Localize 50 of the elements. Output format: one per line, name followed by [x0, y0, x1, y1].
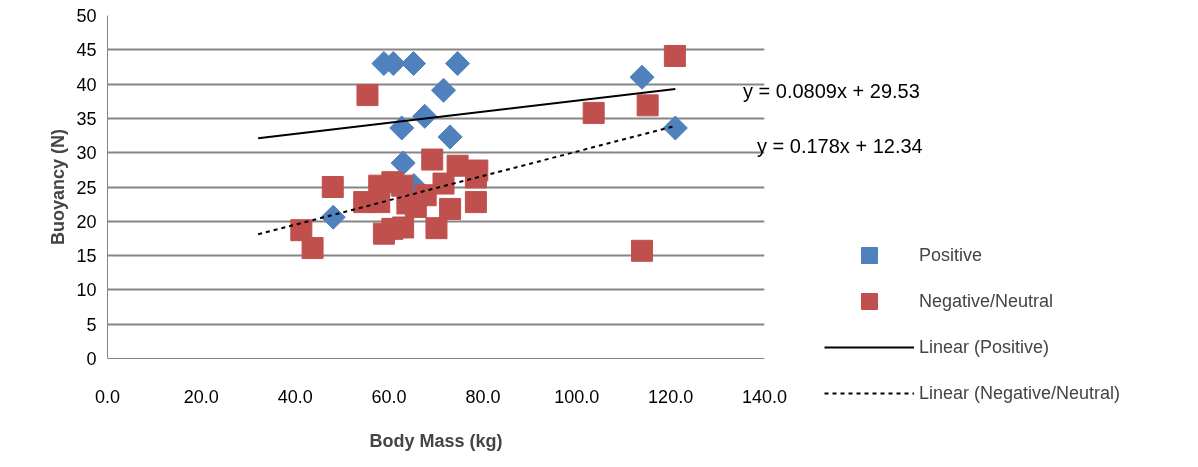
point: [425, 217, 448, 240]
y-tick-label: 50: [76, 6, 97, 26]
point: [400, 51, 426, 77]
y-tick-label: 45: [76, 40, 97, 61]
point: [582, 101, 605, 124]
y-tick-label: 15: [76, 246, 97, 267]
legend-label: Linear (Positive): [919, 336, 1050, 358]
y-tick-label: 10: [76, 280, 97, 301]
point: [663, 44, 686, 67]
x-tick-label: 100.0: [554, 386, 600, 407]
point: [445, 51, 471, 77]
x-tick-label: 0.0: [94, 386, 121, 407]
x-tick-label: 20.0: [183, 386, 219, 407]
legend-label: Linear (Negative/Neutral): [919, 382, 1121, 404]
x-tick-label: 40.0: [277, 386, 313, 407]
point: [421, 148, 444, 171]
legend-label: Negative/Neutral: [919, 290, 1054, 312]
y-axis-title: Buoyancy (N): [48, 128, 69, 246]
x-tick-label: 60.0: [371, 386, 407, 407]
point: [301, 237, 324, 260]
y-tick-label: 40: [76, 74, 97, 95]
x-axis-title: Body Mass (kg): [369, 430, 503, 451]
point: [320, 204, 346, 230]
x-tick-label: 120.0: [648, 386, 694, 407]
point: [389, 115, 415, 141]
point: [631, 239, 654, 262]
point: [356, 84, 379, 107]
point: [321, 176, 344, 198]
point: [390, 150, 416, 176]
point: [368, 191, 391, 214]
point: [464, 191, 487, 214]
y-tick-label: 30: [76, 143, 97, 164]
y-tick-label: 35: [76, 108, 97, 129]
point: [446, 154, 469, 177]
point: [430, 77, 457, 103]
annotation: y = 0.0809x + 29.53: [743, 79, 920, 104]
point: [636, 94, 659, 117]
point: [437, 124, 463, 150]
y-tick-label: 25: [76, 177, 97, 198]
point: [629, 64, 655, 90]
y-tick-label: 0: [86, 349, 97, 369]
x-tick-label: 140.0: [741, 386, 788, 407]
annotation: y = 0.178x + 12.34: [757, 134, 923, 159]
y-tick-label: 20: [76, 211, 97, 232]
point: [439, 197, 462, 220]
y-tick-label: 5: [86, 314, 97, 335]
legend-label: Positive: [919, 244, 983, 266]
point: [662, 115, 688, 141]
x-tick-label: 80.0: [465, 386, 501, 407]
point: [392, 216, 415, 239]
